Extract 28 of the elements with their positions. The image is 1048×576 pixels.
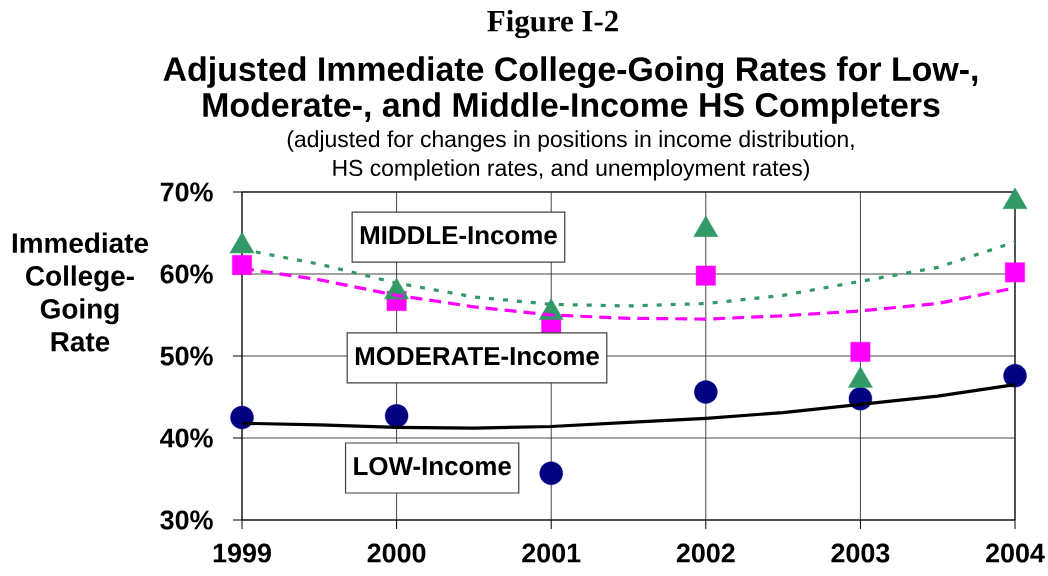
chart-subtitle: (adjusted for changes in positions in income distribution, HS completion rates, and unemployment rates) — [287, 130, 854, 181]
point — [539, 461, 563, 485]
legend-label: LOW-Income — [354, 456, 511, 476]
point — [850, 342, 871, 362]
y-tick-label: 50% — [160, 346, 213, 366]
y-tick-label: 70% — [160, 182, 213, 202]
point — [229, 231, 255, 254]
point — [1002, 187, 1028, 210]
x-tick-label: 2002 — [676, 543, 735, 563]
point — [693, 215, 719, 237]
point — [1003, 363, 1027, 388]
series-label: MIDDLE-Income — [360, 226, 557, 245]
point — [694, 380, 718, 404]
point — [384, 404, 409, 428]
x-tick-label: 2001 — [522, 543, 581, 563]
chart-title: Adjusted Immediate College-Going Rates for Low-, Moderate-, and Middle-Income HS Completers — [163, 56, 978, 124]
x-tick-label: 2003 — [831, 543, 890, 563]
x-tick-label: 2004 — [986, 543, 1045, 563]
y-tick-label: 60% — [160, 264, 213, 284]
x-tick-label: 1999 — [213, 543, 271, 563]
y-tick-label: 40% — [160, 428, 213, 448]
point — [230, 405, 254, 430]
y-axis-title: Immediate College-Going Rate — [12, 232, 149, 352]
series-label: MODERATE-Income — [355, 346, 599, 366]
point — [695, 265, 716, 286]
y-tick-label: 30% — [160, 510, 213, 530]
text: Figure I-2 — [487, 9, 618, 39]
x-tick-label: 2000 — [367, 543, 426, 563]
